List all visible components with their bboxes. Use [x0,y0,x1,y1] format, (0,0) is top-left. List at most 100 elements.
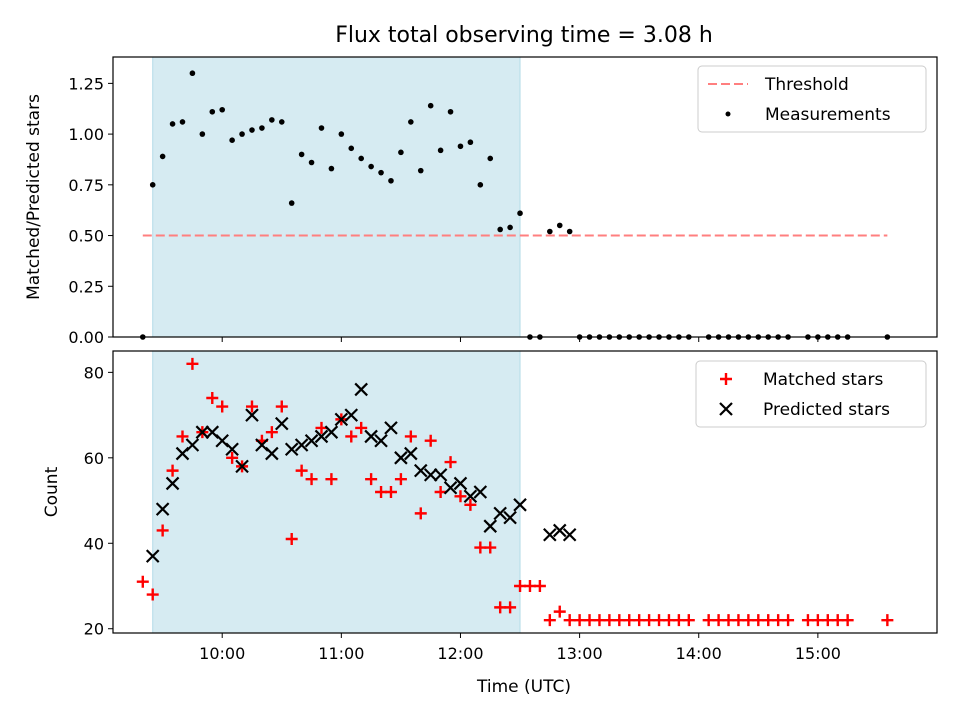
predicted-star-point [374,433,388,448]
matched-star-point [245,400,258,413]
matched-star-point [305,473,318,486]
count-panel: 20 40 60 80 10:00 11:00 12:00 13:00 14:00 15:00 [84,350,938,663]
legend-bottom-frame [695,360,927,428]
predicted-star-point [245,408,259,422]
predicted-star-point [423,468,438,482]
measurement-point [269,117,275,123]
predicted-star-point [185,438,200,452]
measurement-point [239,131,245,137]
top-y-tick-label: 1.00 [68,125,104,144]
bottom-axes-frame [112,350,938,634]
predicted-star-point [265,446,279,461]
top-y-tick-label: 0.25 [68,277,104,296]
matched-star-point [265,426,278,439]
measurement-point [288,200,295,206]
matched-star-point [186,357,199,370]
measurement-point [447,108,454,115]
legend-matched-label: Matched stars [763,370,883,390]
matched-star-point [275,400,288,413]
measurement-point [219,106,226,113]
measurement-point [497,226,503,233]
measurement-point [368,163,374,170]
predicted-star-point [274,416,289,431]
predicted-star-point [195,425,210,439]
predicted-star-point [334,412,349,427]
matched-star-point [355,421,368,434]
measurement-point [517,210,523,217]
top-shaded-span [152,56,521,338]
bottom-x-tick-label: 11:00 [318,644,364,663]
ratio-panel: 0.00 0.25 0.50 0.75 1.00 1.25 [68,56,938,347]
measurement-point [308,159,315,166]
measurement-point [427,102,434,109]
measurement-point [318,125,325,131]
predicted-star-point [394,451,408,465]
predicted-star-point [314,429,329,444]
matched-star-point [216,400,229,413]
measurement-point [487,155,494,162]
top-y-tick-label: 0.75 [68,176,104,195]
predicted-star-point [404,446,418,461]
legend-matched-swatch [720,373,732,385]
predicted-star-point [284,442,299,457]
legend-predicted-label: Predicted stars [763,400,890,420]
measurement-point [556,222,563,229]
matched-star-point [881,614,894,627]
measurement-point [298,151,305,158]
bottom-y-tick-label: 80 [84,363,104,382]
top-y-axis-label: Matched/Predicted stars [24,94,44,300]
predicted-star-point [294,438,309,452]
matched-star-point [841,614,854,627]
measurement-point [189,70,196,77]
matched-star-point [464,498,477,511]
measurement-point [338,131,345,137]
predicted-star-point [364,429,378,444]
measurement-point [348,145,355,152]
matched-star-point [444,456,457,469]
legend-measurements-swatch [725,111,731,117]
predicted-star-point [324,425,339,439]
predicted-star-point [384,421,398,435]
bottom-y-axis-label: Count [42,466,62,517]
matched-star-point [484,541,497,554]
measurement-point [417,167,424,174]
predicted-star-point [483,519,498,533]
measurement-point [566,228,573,235]
bottom-y-tick-label: 40 [84,534,104,553]
matched-star-point [315,421,328,434]
matched-star-point [553,605,566,618]
measurement-point [378,169,384,176]
measurement-point [477,182,484,188]
matched-star-point [504,601,517,614]
predicted-star-point [453,476,468,491]
x-axis-label: Time (UTC) [476,677,571,697]
bottom-y-tick-label: 60 [84,449,104,468]
matched-star-point [404,430,417,443]
top-y-tick-label: 0.00 [68,328,104,347]
legend-top: Threshold Measurements [697,65,927,133]
matched-star-point [365,473,378,486]
matched-star-point [226,451,239,464]
measurement-point [437,147,444,154]
predicted-star-point [562,527,577,542]
matched-star-point [533,580,546,592]
top-y-tick-label: 0.50 [68,227,104,246]
matched-star-point [543,614,556,627]
predicted-star-point [503,510,517,525]
measurement-point [278,119,285,125]
matched-star-point [682,614,695,627]
top-y-tick-label: 1.25 [68,74,104,93]
measurement-point [149,182,156,188]
matched-star-point [434,486,447,498]
predicted-star-point [513,498,527,512]
measurement-point [358,155,364,162]
matched-star-point [295,464,308,477]
bottom-x-tick-label: 14:00 [676,644,722,663]
matched-star-point [166,464,179,477]
measurement-point [467,139,474,146]
predicted-star-point [225,442,239,457]
matched-star-point [206,392,219,404]
measurement-point [259,125,265,131]
measurement-point [328,165,335,172]
